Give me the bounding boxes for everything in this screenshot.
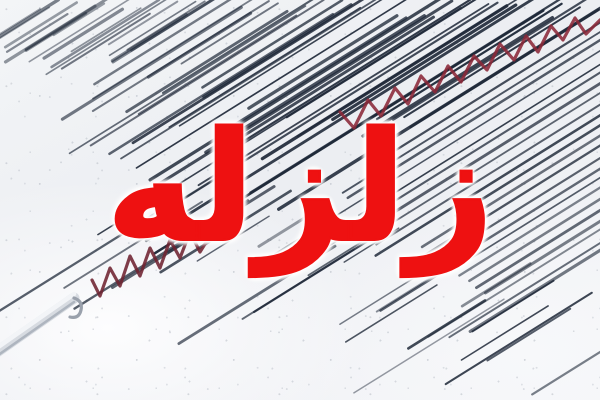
earthquake-headline: زلزله xyxy=(105,99,497,276)
recording-stylus-arm xyxy=(0,291,83,357)
